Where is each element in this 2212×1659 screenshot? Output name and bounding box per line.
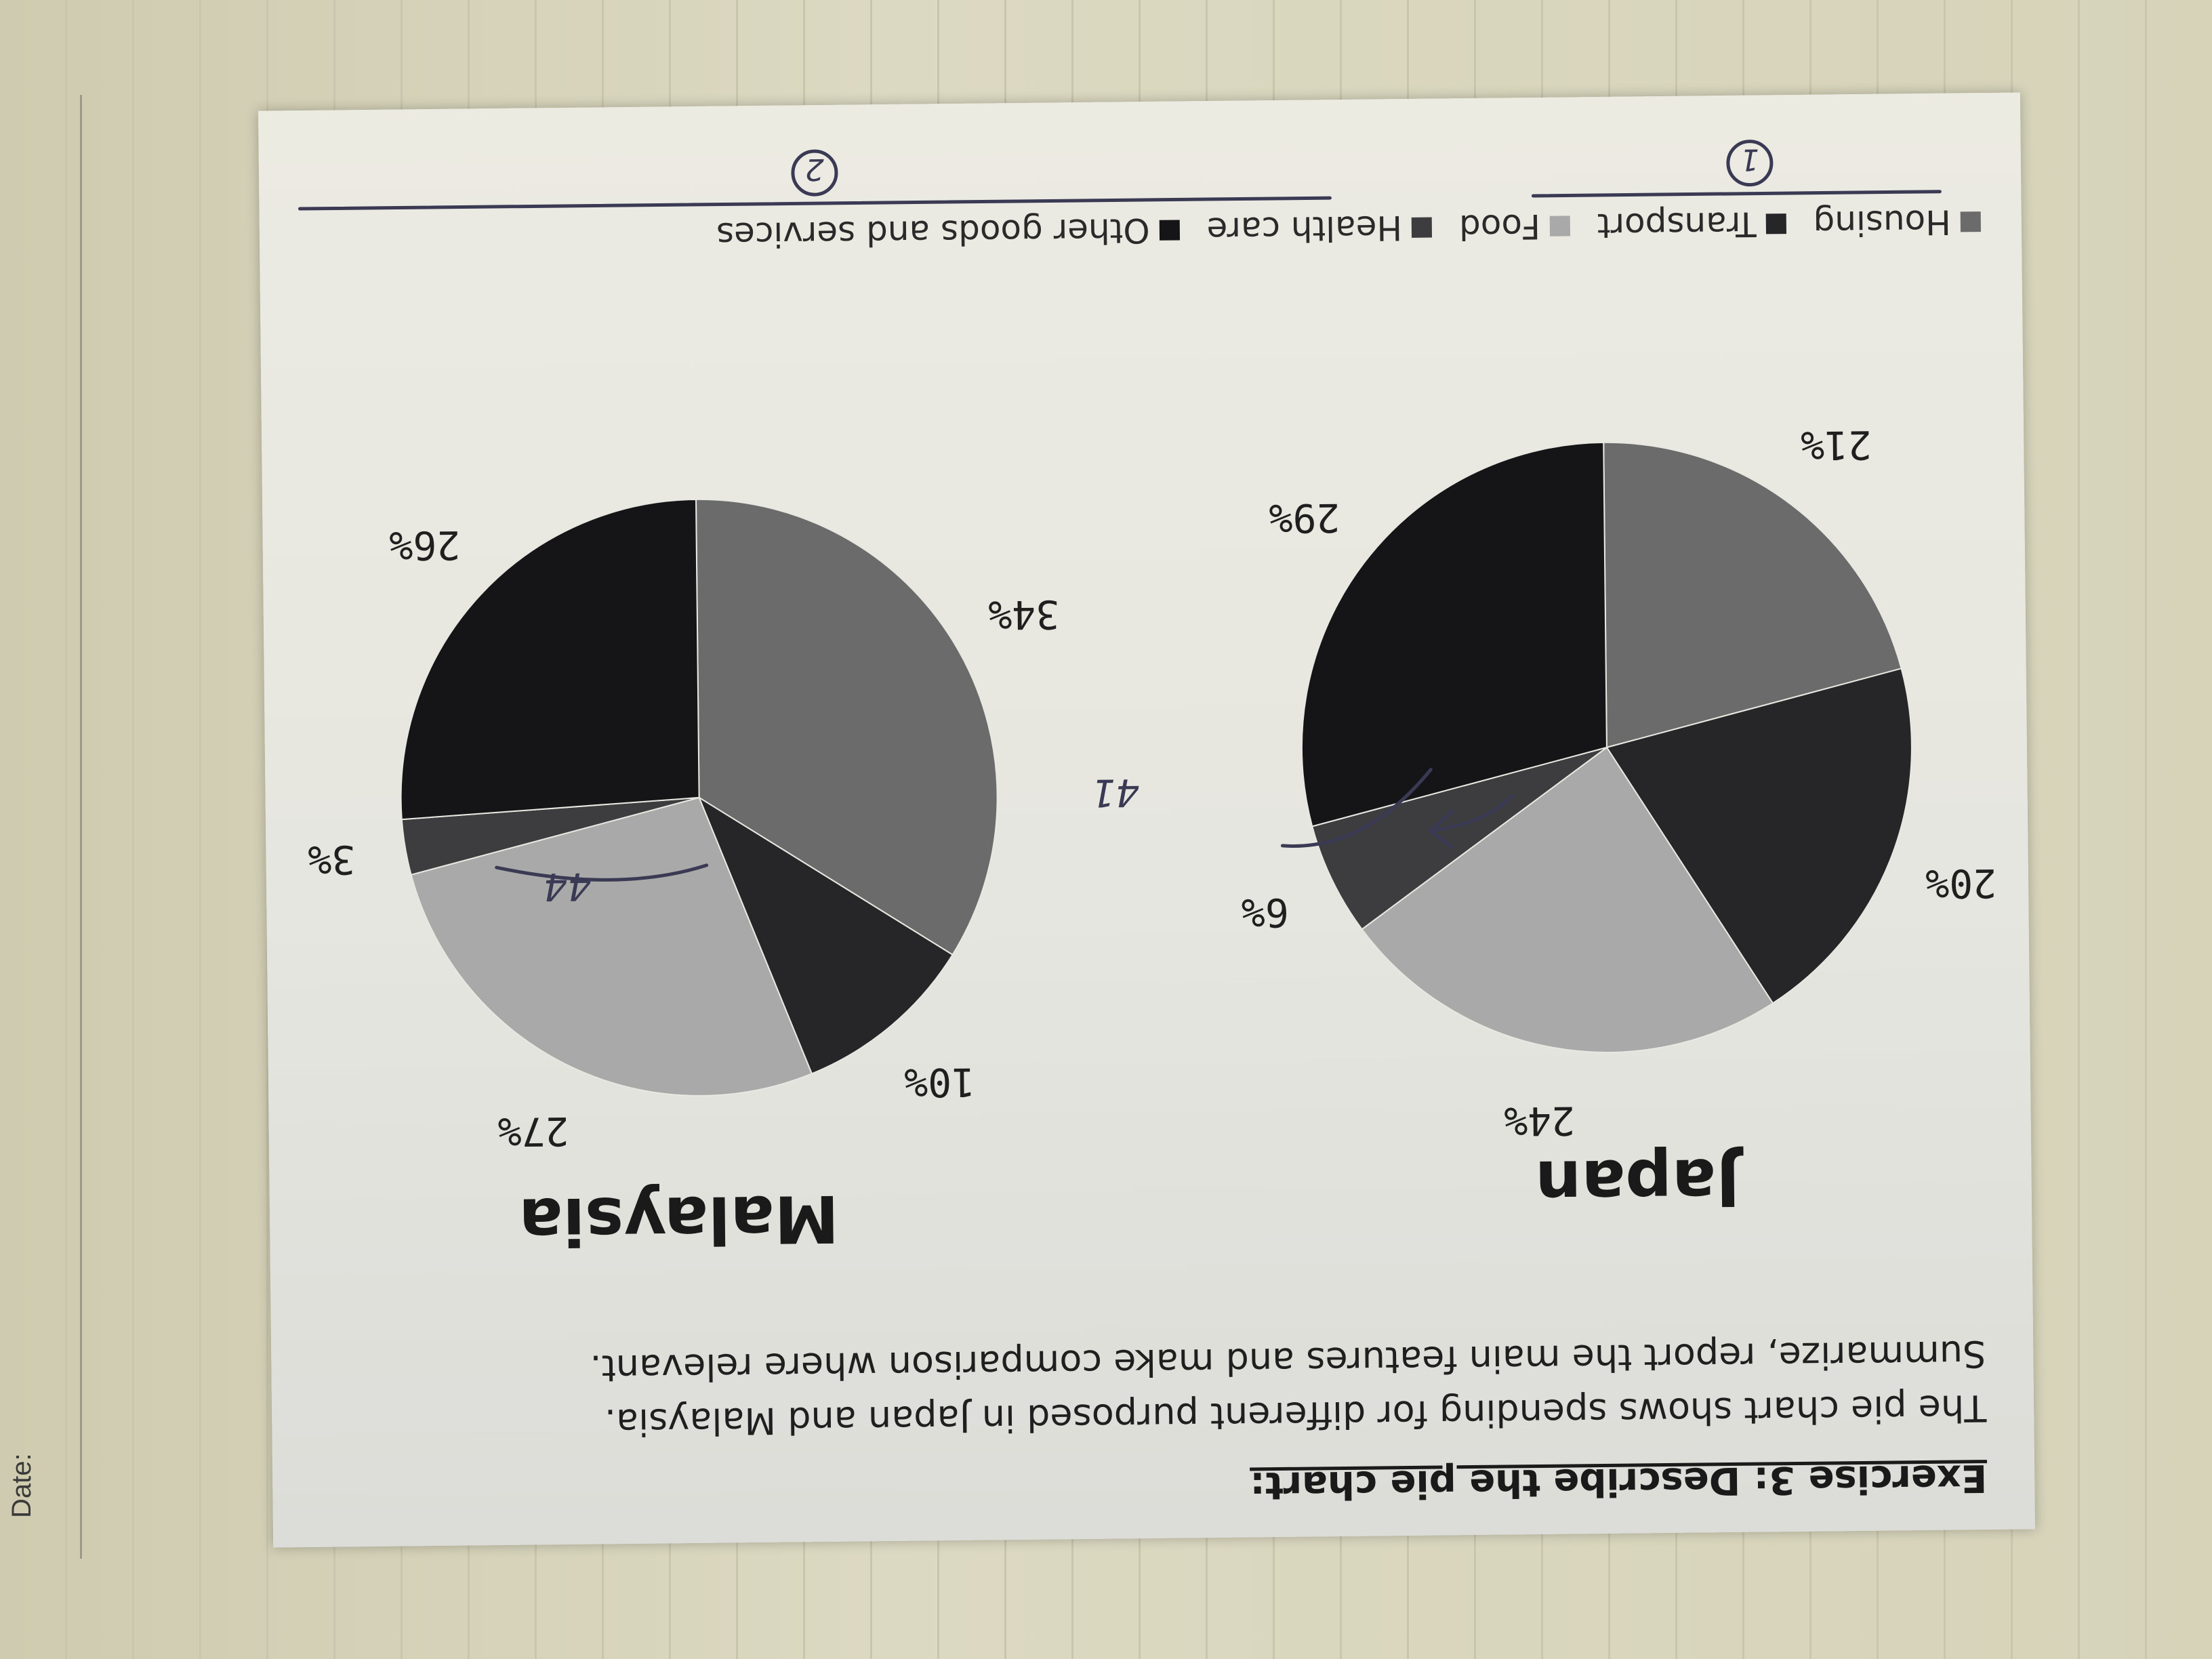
pie-charts: Japan 21% 20% 24% 6% 29% Malaysia 34% 10% 27% 3% 26… bbox=[308, 422, 1996, 1260]
pie-slice-japan-housing bbox=[1603, 441, 1902, 749]
legend-underline-2 bbox=[298, 196, 1332, 211]
pie-label-malaysia-other-goods-and-services: 26% bbox=[389, 522, 460, 569]
pie-title-malaysia: Malaysia bbox=[518, 1181, 840, 1260]
pie-slice-malaysia-housing bbox=[695, 498, 998, 956]
pie-label-malaysia-food: 27% bbox=[497, 1108, 569, 1155]
pie-label-japan-health-care: 6% bbox=[1241, 889, 1289, 936]
japan-bracket bbox=[1280, 768, 1433, 848]
pen-annotations: 41 44 1 2 bbox=[298, 140, 1942, 909]
malaysia-bracket bbox=[495, 863, 709, 882]
japan-arrow bbox=[1427, 794, 1515, 849]
pie-japan: Japan 21% 20% 24% 6% 29% bbox=[1241, 422, 1996, 1222]
pie-label-japan-food: 24% bbox=[1504, 1097, 1575, 1144]
pie-label-japan-other-goods-and-services: 29% bbox=[1269, 495, 1340, 541]
pie-slice-japan-health-care bbox=[1311, 746, 1607, 930]
pie-label-malaysia-health-care: 3% bbox=[308, 836, 356, 883]
date-label: Date: bbox=[7, 1453, 37, 1518]
circled-one-ring bbox=[1726, 140, 1774, 187]
notebook-margin-line bbox=[80, 95, 82, 1559]
pie-slice-japan-transport bbox=[1605, 668, 1912, 1004]
worksheet-content: Exercise 3: Describe the pie chart: The … bbox=[258, 92, 2035, 1547]
circled-two-ring bbox=[791, 149, 838, 197]
pie-label-japan-housing: 21% bbox=[1801, 422, 1872, 468]
japan-note: 41 bbox=[1091, 770, 1140, 815]
pie-slice-japan-food bbox=[1361, 746, 1774, 1053]
pie-slice-japan-other-goods-and-services bbox=[1300, 441, 1607, 827]
pie-label-japan-transport: 20% bbox=[1925, 860, 1996, 907]
circled-two: 2 bbox=[805, 152, 825, 186]
pie-title-japan: Japan bbox=[1535, 1144, 1744, 1222]
pie-label-malaysia-transport: 10% bbox=[904, 1059, 975, 1105]
circled-one: 1 bbox=[1740, 142, 1760, 176]
legend-underline-1 bbox=[1531, 190, 1942, 198]
malaysia-note: 44 bbox=[543, 864, 592, 909]
pie-slice-malaysia-transport bbox=[697, 796, 954, 1075]
worksheet: Exercise 3: Describe the pie chart: The … bbox=[258, 92, 2036, 1548]
pie-slice-malaysia-other-goods-and-services bbox=[400, 498, 700, 821]
pie-label-malaysia-housing: 34% bbox=[988, 591, 1059, 638]
